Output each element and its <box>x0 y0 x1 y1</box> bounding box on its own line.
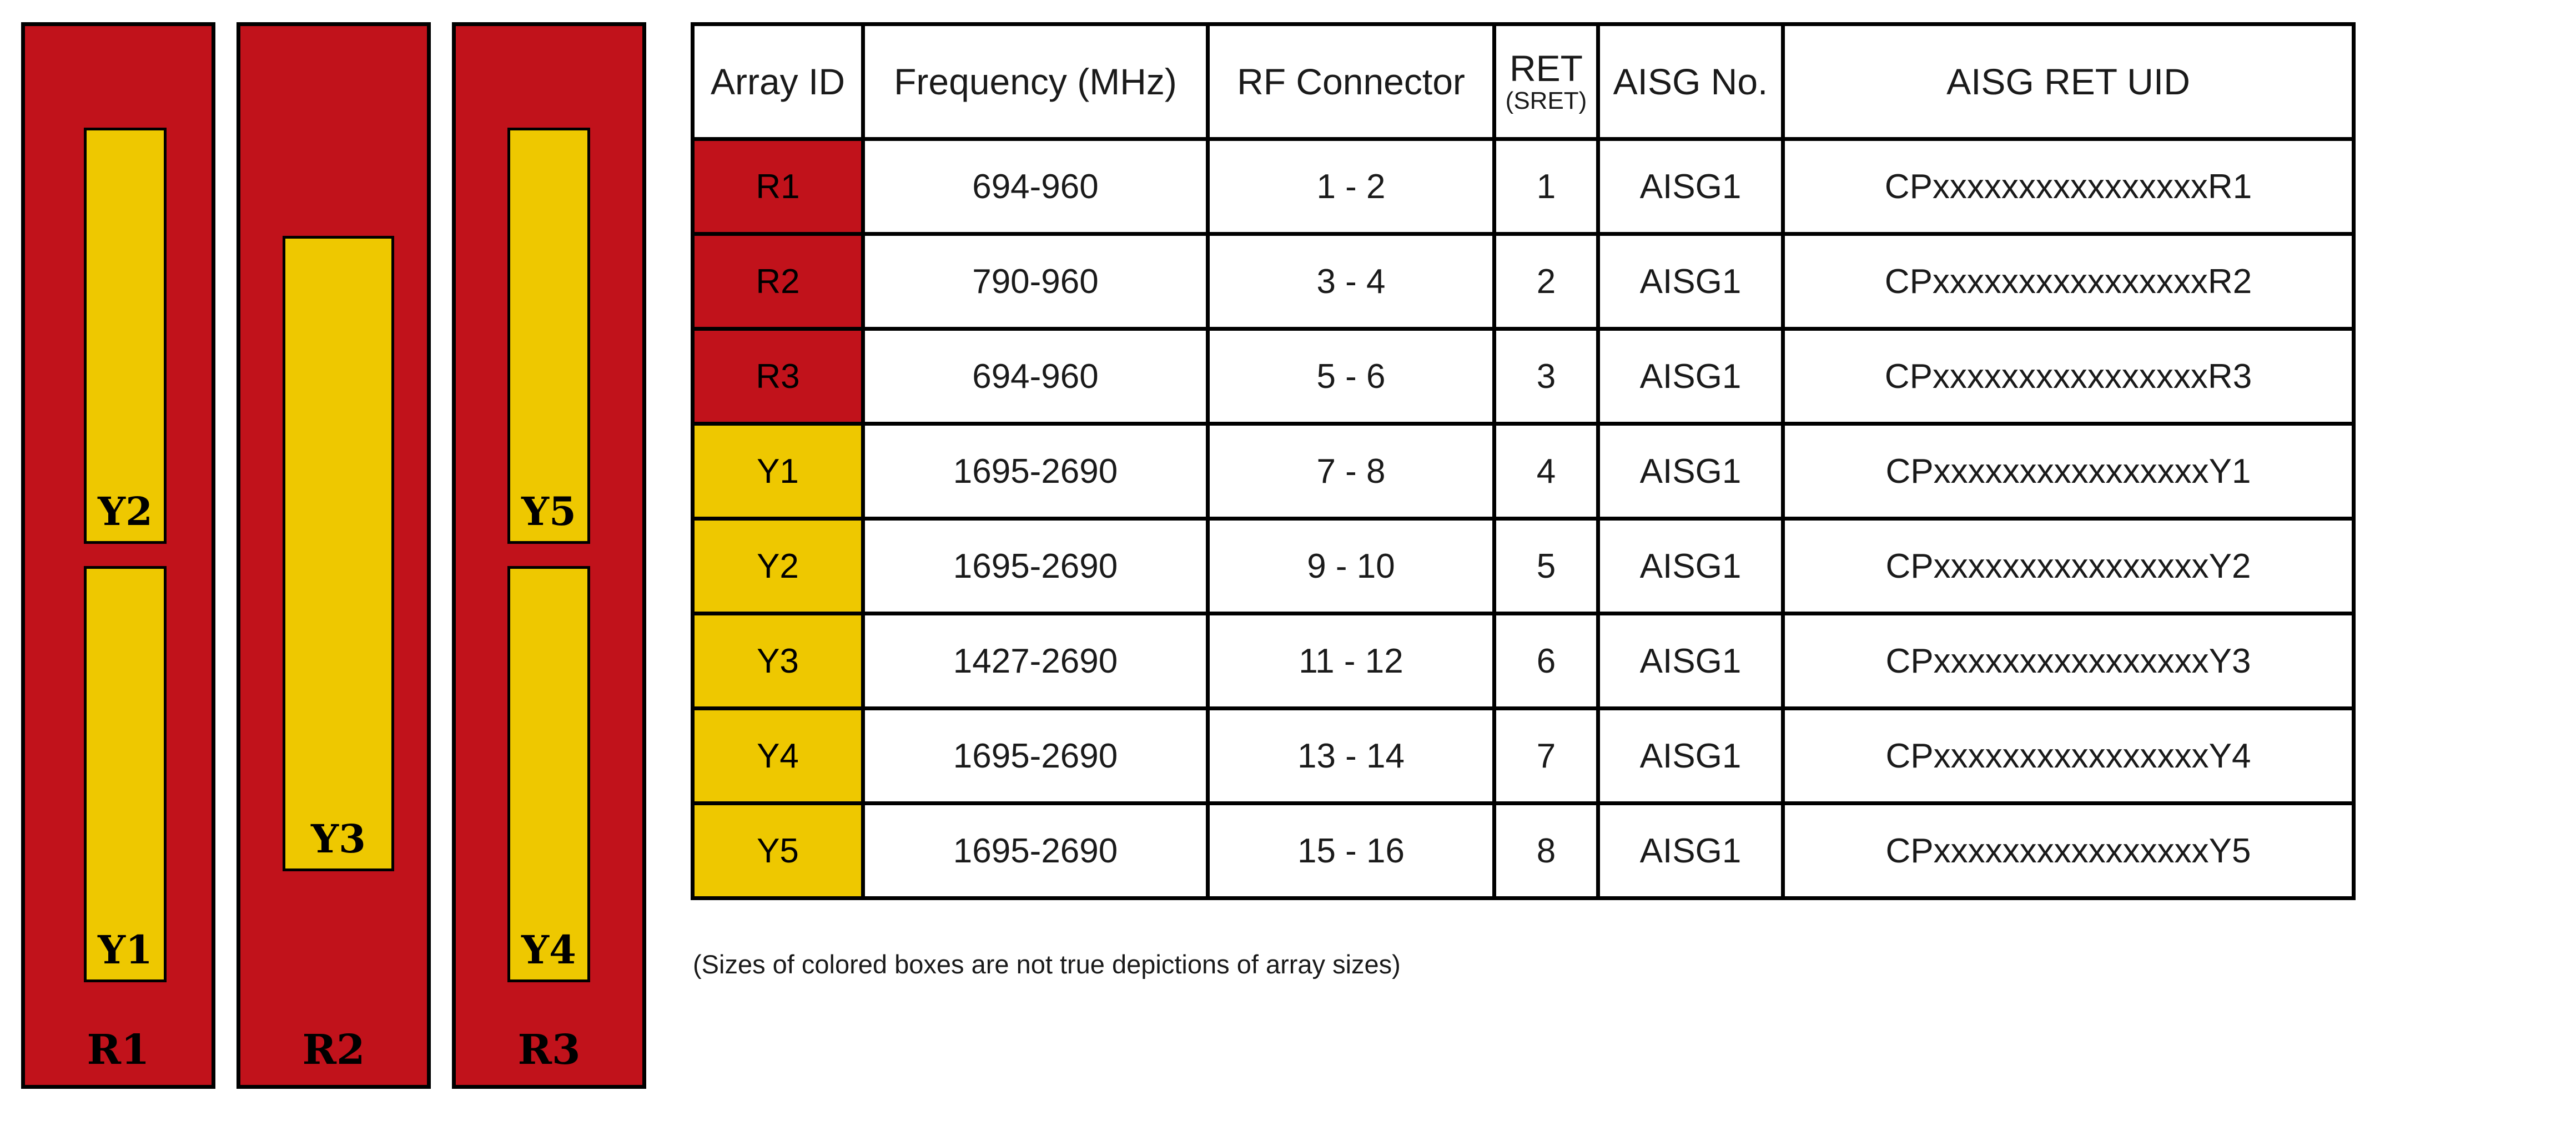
array-box-label-y2: Y2 <box>98 488 153 534</box>
cell-frequency: 1695-2690 <box>861 706 1210 805</box>
cell-aisg-no: AISG1 <box>1596 801 1785 900</box>
array-box-y3: Y3 <box>283 236 394 871</box>
col-header-array-id: Array ID <box>691 22 865 141</box>
cell-aisg-no: AISG1 <box>1596 232 1785 331</box>
cell-rf-connector: 1 - 2 <box>1206 137 1496 236</box>
col-header-aisg-no: AISG No. <box>1596 22 1785 141</box>
array-box-y1: Y1 <box>84 566 167 982</box>
table-row-y4: Y4 1695-2690 13 - 14 7 AISG1 CPxxxxxxxxx… <box>691 706 2356 805</box>
cell-aisg-no: AISG1 <box>1596 137 1785 236</box>
size-disclaimer-note: (Sizes of colored boxes are not true dep… <box>693 950 1401 979</box>
cell-rf-connector: 5 - 6 <box>1206 327 1496 426</box>
table-row-y5: Y5 1695-2690 15 - 16 8 AISG1 CPxxxxxxxxx… <box>691 801 2356 900</box>
cell-array-id: R2 <box>691 232 865 331</box>
cell-frequency: 1695-2690 <box>861 422 1210 521</box>
cell-rf-connector: 15 - 16 <box>1206 801 1496 900</box>
table-row-y1: Y1 1695-2690 7 - 8 4 AISG1 CPxxxxxxxxxxx… <box>691 422 2356 521</box>
cell-frequency: 1695-2690 <box>861 517 1210 615</box>
array-panel-label-r3: R3 <box>517 1026 581 1074</box>
array-panel-r3: Y5 Y4 R3 <box>452 22 646 1089</box>
cell-frequency: 1695-2690 <box>861 801 1210 900</box>
array-box-y5: Y5 <box>507 128 590 544</box>
array-spec-table: Array ID Frequency (MHz) RF Connector RE… <box>691 22 2356 900</box>
cell-frequency: 694-960 <box>861 327 1210 426</box>
array-panel-label-r2: R2 <box>302 1026 365 1074</box>
cell-rf-connector: 3 - 4 <box>1206 232 1496 331</box>
cell-aisg-ret-uid: CPxxxxxxxxxxxxxxxxY4 <box>1781 706 2356 805</box>
cell-array-id: Y4 <box>691 706 865 805</box>
cell-frequency: 694-960 <box>861 137 1210 236</box>
cell-array-id: Y1 <box>691 422 865 521</box>
cell-array-id: R1 <box>691 137 865 236</box>
cell-array-id: Y2 <box>691 517 865 615</box>
cell-aisg-no: AISG1 <box>1596 422 1785 521</box>
col-header-aisg-ret-uid: AISG RET UID <box>1781 22 2356 141</box>
cell-ret: 7 <box>1492 706 1600 805</box>
cell-aisg-ret-uid: CPxxxxxxxxxxxxxxxxY3 <box>1781 612 2356 710</box>
array-panel-label-r1: R1 <box>87 1026 150 1074</box>
cell-aisg-ret-uid: CPxxxxxxxxxxxxxxxxR3 <box>1781 327 2356 426</box>
col-header-rf-connector: RF Connector <box>1206 22 1496 141</box>
cell-array-id: Y3 <box>691 612 865 710</box>
array-panel-r1: Y2 Y1 R1 <box>21 22 215 1089</box>
table-row-y3: Y3 1427-2690 11 - 12 6 AISG1 CPxxxxxxxxx… <box>691 612 2356 710</box>
cell-ret: 4 <box>1492 422 1600 521</box>
cell-aisg-ret-uid: CPxxxxxxxxxxxxxxxxY5 <box>1781 801 2356 900</box>
cell-ret: 8 <box>1492 801 1600 900</box>
cell-aisg-ret-uid: CPxxxxxxxxxxxxxxxxY2 <box>1781 517 2356 615</box>
cell-rf-connector: 13 - 14 <box>1206 706 1496 805</box>
cell-array-id: Y5 <box>691 801 865 900</box>
cell-ret: 1 <box>1492 137 1600 236</box>
cell-ret: 2 <box>1492 232 1600 331</box>
cell-aisg-no: AISG1 <box>1596 517 1785 615</box>
cell-aisg-no: AISG1 <box>1596 327 1785 426</box>
cell-aisg-ret-uid: CPxxxxxxxxxxxxxxxxR2 <box>1781 232 2356 331</box>
header-row: Array ID Frequency (MHz) RF Connector RE… <box>691 22 2356 141</box>
array-box-label-y4: Y4 <box>521 927 576 973</box>
cell-rf-connector: 7 - 8 <box>1206 422 1496 521</box>
array-panel-r2: Y3 R2 <box>237 22 431 1089</box>
cell-frequency: 790-960 <box>861 232 1210 331</box>
cell-aisg-no: AISG1 <box>1596 612 1785 710</box>
cell-frequency: 1427-2690 <box>861 612 1210 710</box>
col-header-ret: RET (SRET) <box>1492 22 1600 141</box>
col-header-ret-sub: (SRET) <box>1505 87 1587 114</box>
cell-ret: 5 <box>1492 517 1600 615</box>
cell-array-id: R3 <box>691 327 865 426</box>
cell-aisg-ret-uid: CPxxxxxxxxxxxxxxxxR1 <box>1781 137 2356 236</box>
array-box-label-y3: Y3 <box>311 816 366 862</box>
cell-ret: 6 <box>1492 612 1600 710</box>
table-row-y2: Y2 1695-2690 9 - 10 5 AISG1 CPxxxxxxxxxx… <box>691 517 2356 615</box>
array-box-y2: Y2 <box>84 128 167 544</box>
array-box-label-y1: Y1 <box>98 927 153 973</box>
array-box-y4: Y4 <box>507 566 590 982</box>
cell-aisg-ret-uid: CPxxxxxxxxxxxxxxxxY1 <box>1781 422 2356 521</box>
cell-ret: 3 <box>1492 327 1600 426</box>
cell-rf-connector: 11 - 12 <box>1206 612 1496 710</box>
cell-aisg-no: AISG1 <box>1596 706 1785 805</box>
col-header-ret-main: RET <box>1510 48 1583 89</box>
array-box-label-y5: Y5 <box>521 488 576 534</box>
table-row-r1: R1 694-960 1 - 2 1 AISG1 CPxxxxxxxxxxxxx… <box>691 137 2356 236</box>
cell-rf-connector: 9 - 10 <box>1206 517 1496 615</box>
table-row-r2: R2 790-960 3 - 4 2 AISG1 CPxxxxxxxxxxxxx… <box>691 232 2356 331</box>
col-header-frequency: Frequency (MHz) <box>861 22 1210 141</box>
table-row-r3: R3 694-960 5 - 6 3 AISG1 CPxxxxxxxxxxxxx… <box>691 327 2356 426</box>
